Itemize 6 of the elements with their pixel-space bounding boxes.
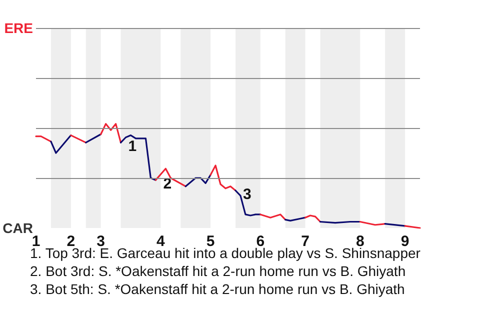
y-axis-title: CAR: [2, 220, 33, 236]
ref-line-label: ERE: [4, 20, 33, 36]
series-label: 3: [242, 186, 252, 203]
text: 2. Bot 3rd: S. *Oakenstaff hit a 2-run home run vs B. Ghiyath: [30, 263, 406, 279]
series-label: 1: [128, 138, 137, 156]
text: 3. Bot 5th: S. *Oakenstaff hit a 2-run home run vs B. Ghiyath: [30, 281, 405, 297]
